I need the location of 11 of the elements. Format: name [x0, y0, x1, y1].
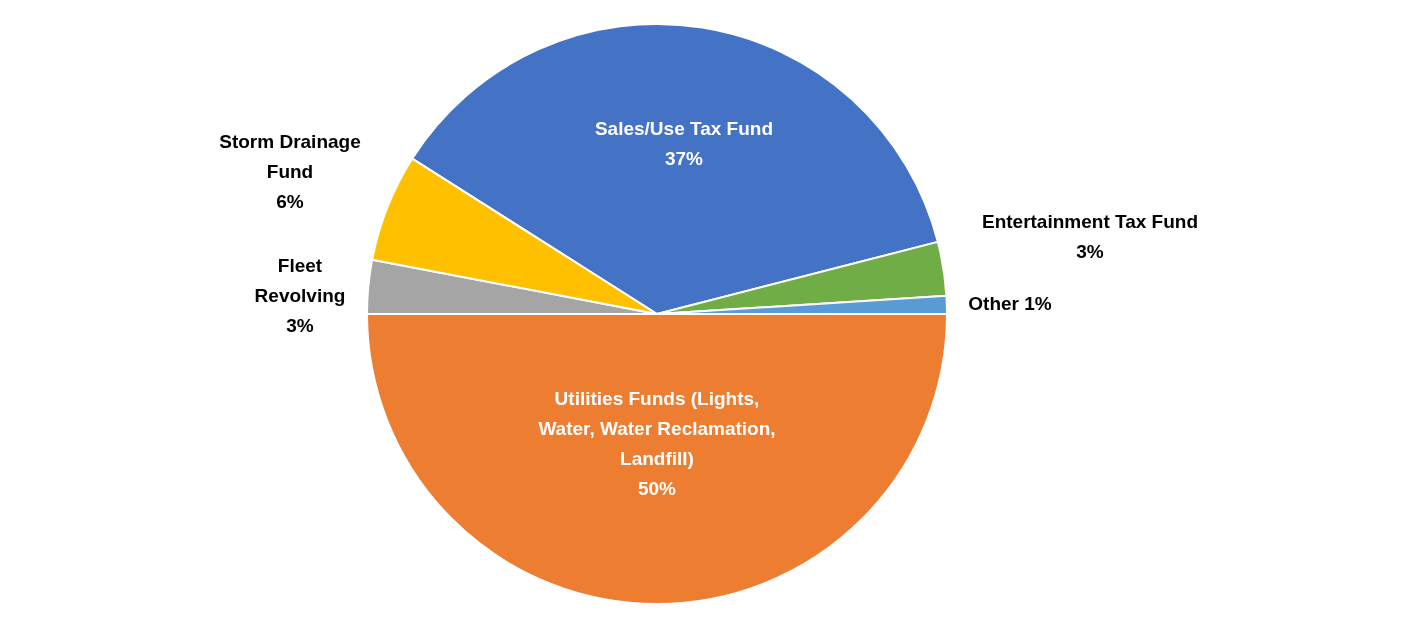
data-label: 6% — [276, 191, 304, 212]
slice-label: Storm Drainage Fund — [219, 131, 361, 182]
slice-label: Entertainment Tax Fund — [981, 211, 1199, 232]
data-label: 3% — [1076, 241, 1104, 262]
data-label: 50% — [637, 478, 677, 499]
slice-label: Sales/Use Tax Fund — [594, 118, 774, 139]
data-label: 3% — [286, 315, 314, 336]
slice-label: Fleet Revolving — [254, 255, 346, 306]
data-label: 37% — [664, 148, 704, 169]
slice-label: Utilities Funds (Lights, Water, Water Reclamation, Landfill) — [538, 388, 776, 469]
slice-label: Other 1% — [968, 293, 1052, 314]
